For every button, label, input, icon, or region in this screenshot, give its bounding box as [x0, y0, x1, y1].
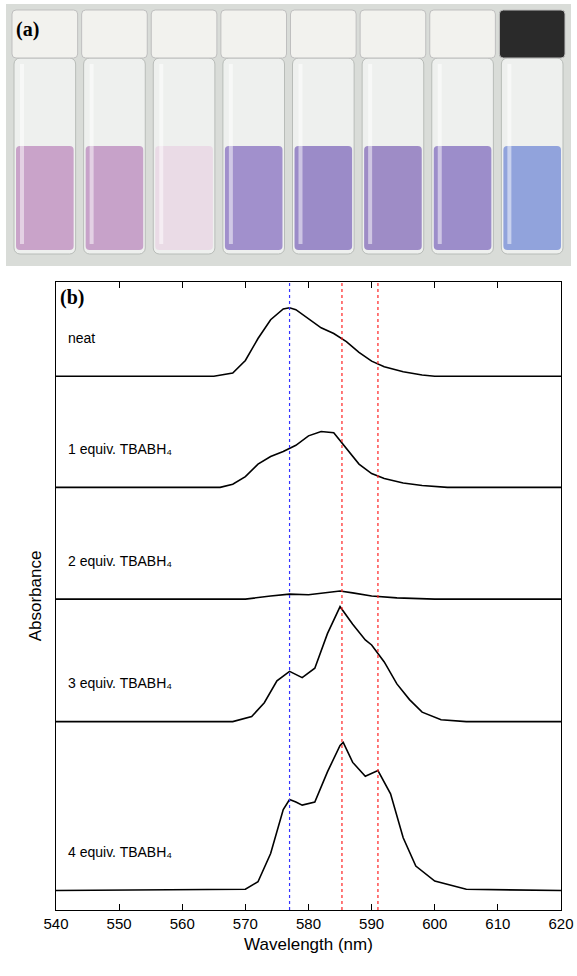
- svg-text:590: 590: [359, 915, 384, 932]
- svg-text:550: 550: [107, 915, 132, 932]
- svg-text:3 equiv. TBABH₄: 3 equiv. TBABH₄: [68, 675, 172, 691]
- svg-text:540: 540: [43, 915, 68, 932]
- svg-text:570: 570: [233, 915, 258, 932]
- svg-text:neat: neat: [68, 330, 95, 346]
- svg-text:Absorbance: Absorbance: [26, 551, 45, 642]
- svg-text:610: 610: [485, 915, 510, 932]
- svg-text:560: 560: [170, 915, 195, 932]
- svg-text:2 equiv. TBABH₄: 2 equiv. TBABH₄: [68, 553, 172, 569]
- svg-text:620: 620: [548, 915, 573, 932]
- svg-text:(a): (a): [16, 18, 39, 41]
- svg-text:600: 600: [422, 915, 447, 932]
- svg-text:1 equiv. TBABH₄: 1 equiv. TBABH₄: [68, 441, 172, 457]
- svg-text:4 equiv. TBABH₄: 4 equiv. TBABH₄: [68, 844, 172, 860]
- svg-text:(b): (b): [60, 286, 84, 309]
- svg-text:Wavelength (nm): Wavelength (nm): [244, 935, 373, 954]
- svg-text:580: 580: [296, 915, 321, 932]
